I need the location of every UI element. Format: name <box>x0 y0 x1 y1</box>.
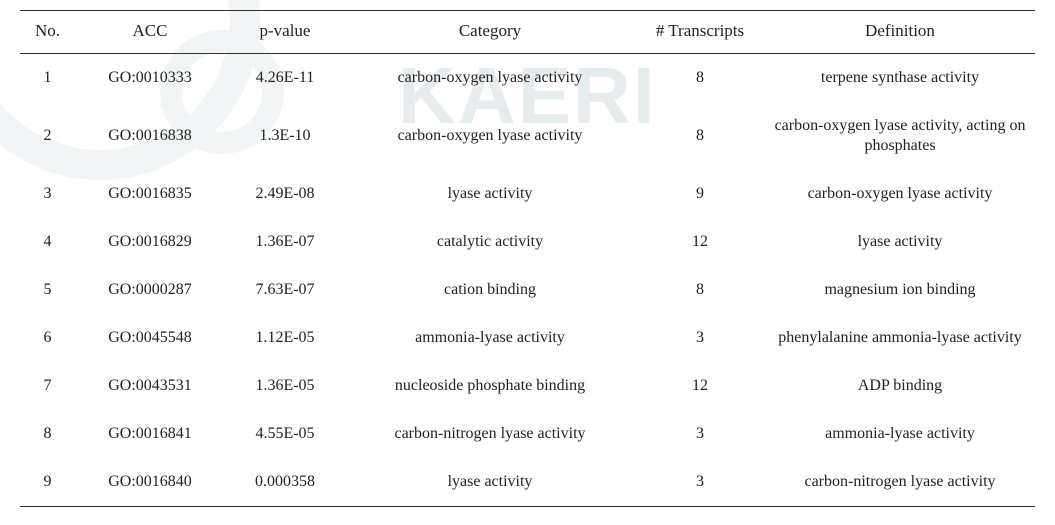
cell-pvalue: 4.55E-05 <box>225 410 345 458</box>
cell-transcripts: 12 <box>635 218 765 266</box>
table-row: 9GO:00168400.000358lyase activity3carbon… <box>20 458 1035 507</box>
cell-acc: GO:0016835 <box>75 170 225 218</box>
cell-category: lyase activity <box>345 170 635 218</box>
cell-no: 8 <box>20 410 75 458</box>
cell-pvalue: 2.49E-08 <box>225 170 345 218</box>
cell-category: ammonia-lyase activity <box>345 314 635 362</box>
cell-transcripts: 8 <box>635 54 765 103</box>
table-row: 1GO:00103334.26E-11carbon-oxygen lyase a… <box>20 54 1035 103</box>
cell-definition: ammonia-lyase activity <box>765 410 1035 458</box>
cell-no: 3 <box>20 170 75 218</box>
cell-no: 9 <box>20 458 75 507</box>
cell-category: carbon-nitrogen lyase activity <box>345 410 635 458</box>
cell-definition: ADP binding <box>765 362 1035 410</box>
cell-no: 4 <box>20 218 75 266</box>
table-row: 6GO:00455481.12E-05ammonia-lyase activit… <box>20 314 1035 362</box>
cell-transcripts: 8 <box>635 102 765 170</box>
cell-definition: carbon-oxygen lyase activity, acting on … <box>765 102 1035 170</box>
table-row: 8GO:00168414.55E-05carbon-nitrogen lyase… <box>20 410 1035 458</box>
col-header-transcripts: # Transcripts <box>635 11 765 54</box>
cell-definition: phenylalanine ammonia-lyase activity <box>765 314 1035 362</box>
cell-transcripts: 3 <box>635 410 765 458</box>
cell-category: carbon-oxygen lyase activity <box>345 102 635 170</box>
cell-no: 5 <box>20 266 75 314</box>
cell-transcripts: 12 <box>635 362 765 410</box>
cell-definition: lyase activity <box>765 218 1035 266</box>
cell-acc: GO:0016838 <box>75 102 225 170</box>
cell-definition: magnesium ion binding <box>765 266 1035 314</box>
cell-category: lyase activity <box>345 458 635 507</box>
cell-pvalue: 1.36E-05 <box>225 362 345 410</box>
cell-definition: carbon-oxygen lyase activity <box>765 170 1035 218</box>
table-row: 3GO:00168352.49E-08lyase activity9carbon… <box>20 170 1035 218</box>
cell-category: catalytic activity <box>345 218 635 266</box>
table-header-row: No. ACC p-value Category # Transcripts D… <box>20 11 1035 54</box>
cell-no: 2 <box>20 102 75 170</box>
cell-transcripts: 8 <box>635 266 765 314</box>
cell-definition: terpene synthase activity <box>765 54 1035 103</box>
cell-acc: GO:0010333 <box>75 54 225 103</box>
cell-pvalue: 0.000358 <box>225 458 345 507</box>
cell-no: 1 <box>20 54 75 103</box>
cell-definition: carbon-nitrogen lyase activity <box>765 458 1035 507</box>
col-header-pvalue: p-value <box>225 11 345 54</box>
table-row: 2GO:00168381.3E-10carbon-oxygen lyase ac… <box>20 102 1035 170</box>
cell-category: carbon-oxygen lyase activity <box>345 54 635 103</box>
cell-pvalue: 1.3E-10 <box>225 102 345 170</box>
cell-acc: GO:0045548 <box>75 314 225 362</box>
cell-transcripts: 3 <box>635 458 765 507</box>
col-header-category: Category <box>345 11 635 54</box>
col-header-acc: ACC <box>75 11 225 54</box>
table-row: 4GO:00168291.36E-07catalytic activity12l… <box>20 218 1035 266</box>
cell-pvalue: 1.36E-07 <box>225 218 345 266</box>
cell-category: nucleoside phosphate binding <box>345 362 635 410</box>
cell-acc: GO:0043531 <box>75 362 225 410</box>
cell-transcripts: 9 <box>635 170 765 218</box>
cell-pvalue: 1.12E-05 <box>225 314 345 362</box>
col-header-no: No. <box>20 11 75 54</box>
cell-no: 7 <box>20 362 75 410</box>
go-terms-table: No. ACC p-value Category # Transcripts D… <box>20 10 1035 507</box>
cell-transcripts: 3 <box>635 314 765 362</box>
col-header-definition: Definition <box>765 11 1035 54</box>
table-row: 7GO:00435311.36E-05nucleoside phosphate … <box>20 362 1035 410</box>
cell-acc: GO:0016829 <box>75 218 225 266</box>
cell-acc: GO:0016840 <box>75 458 225 507</box>
cell-acc: GO:0000287 <box>75 266 225 314</box>
cell-pvalue: 7.63E-07 <box>225 266 345 314</box>
cell-category: cation binding <box>345 266 635 314</box>
cell-acc: GO:0016841 <box>75 410 225 458</box>
cell-no: 6 <box>20 314 75 362</box>
cell-pvalue: 4.26E-11 <box>225 54 345 103</box>
table-row: 5GO:00002877.63E-07cation binding8magnes… <box>20 266 1035 314</box>
